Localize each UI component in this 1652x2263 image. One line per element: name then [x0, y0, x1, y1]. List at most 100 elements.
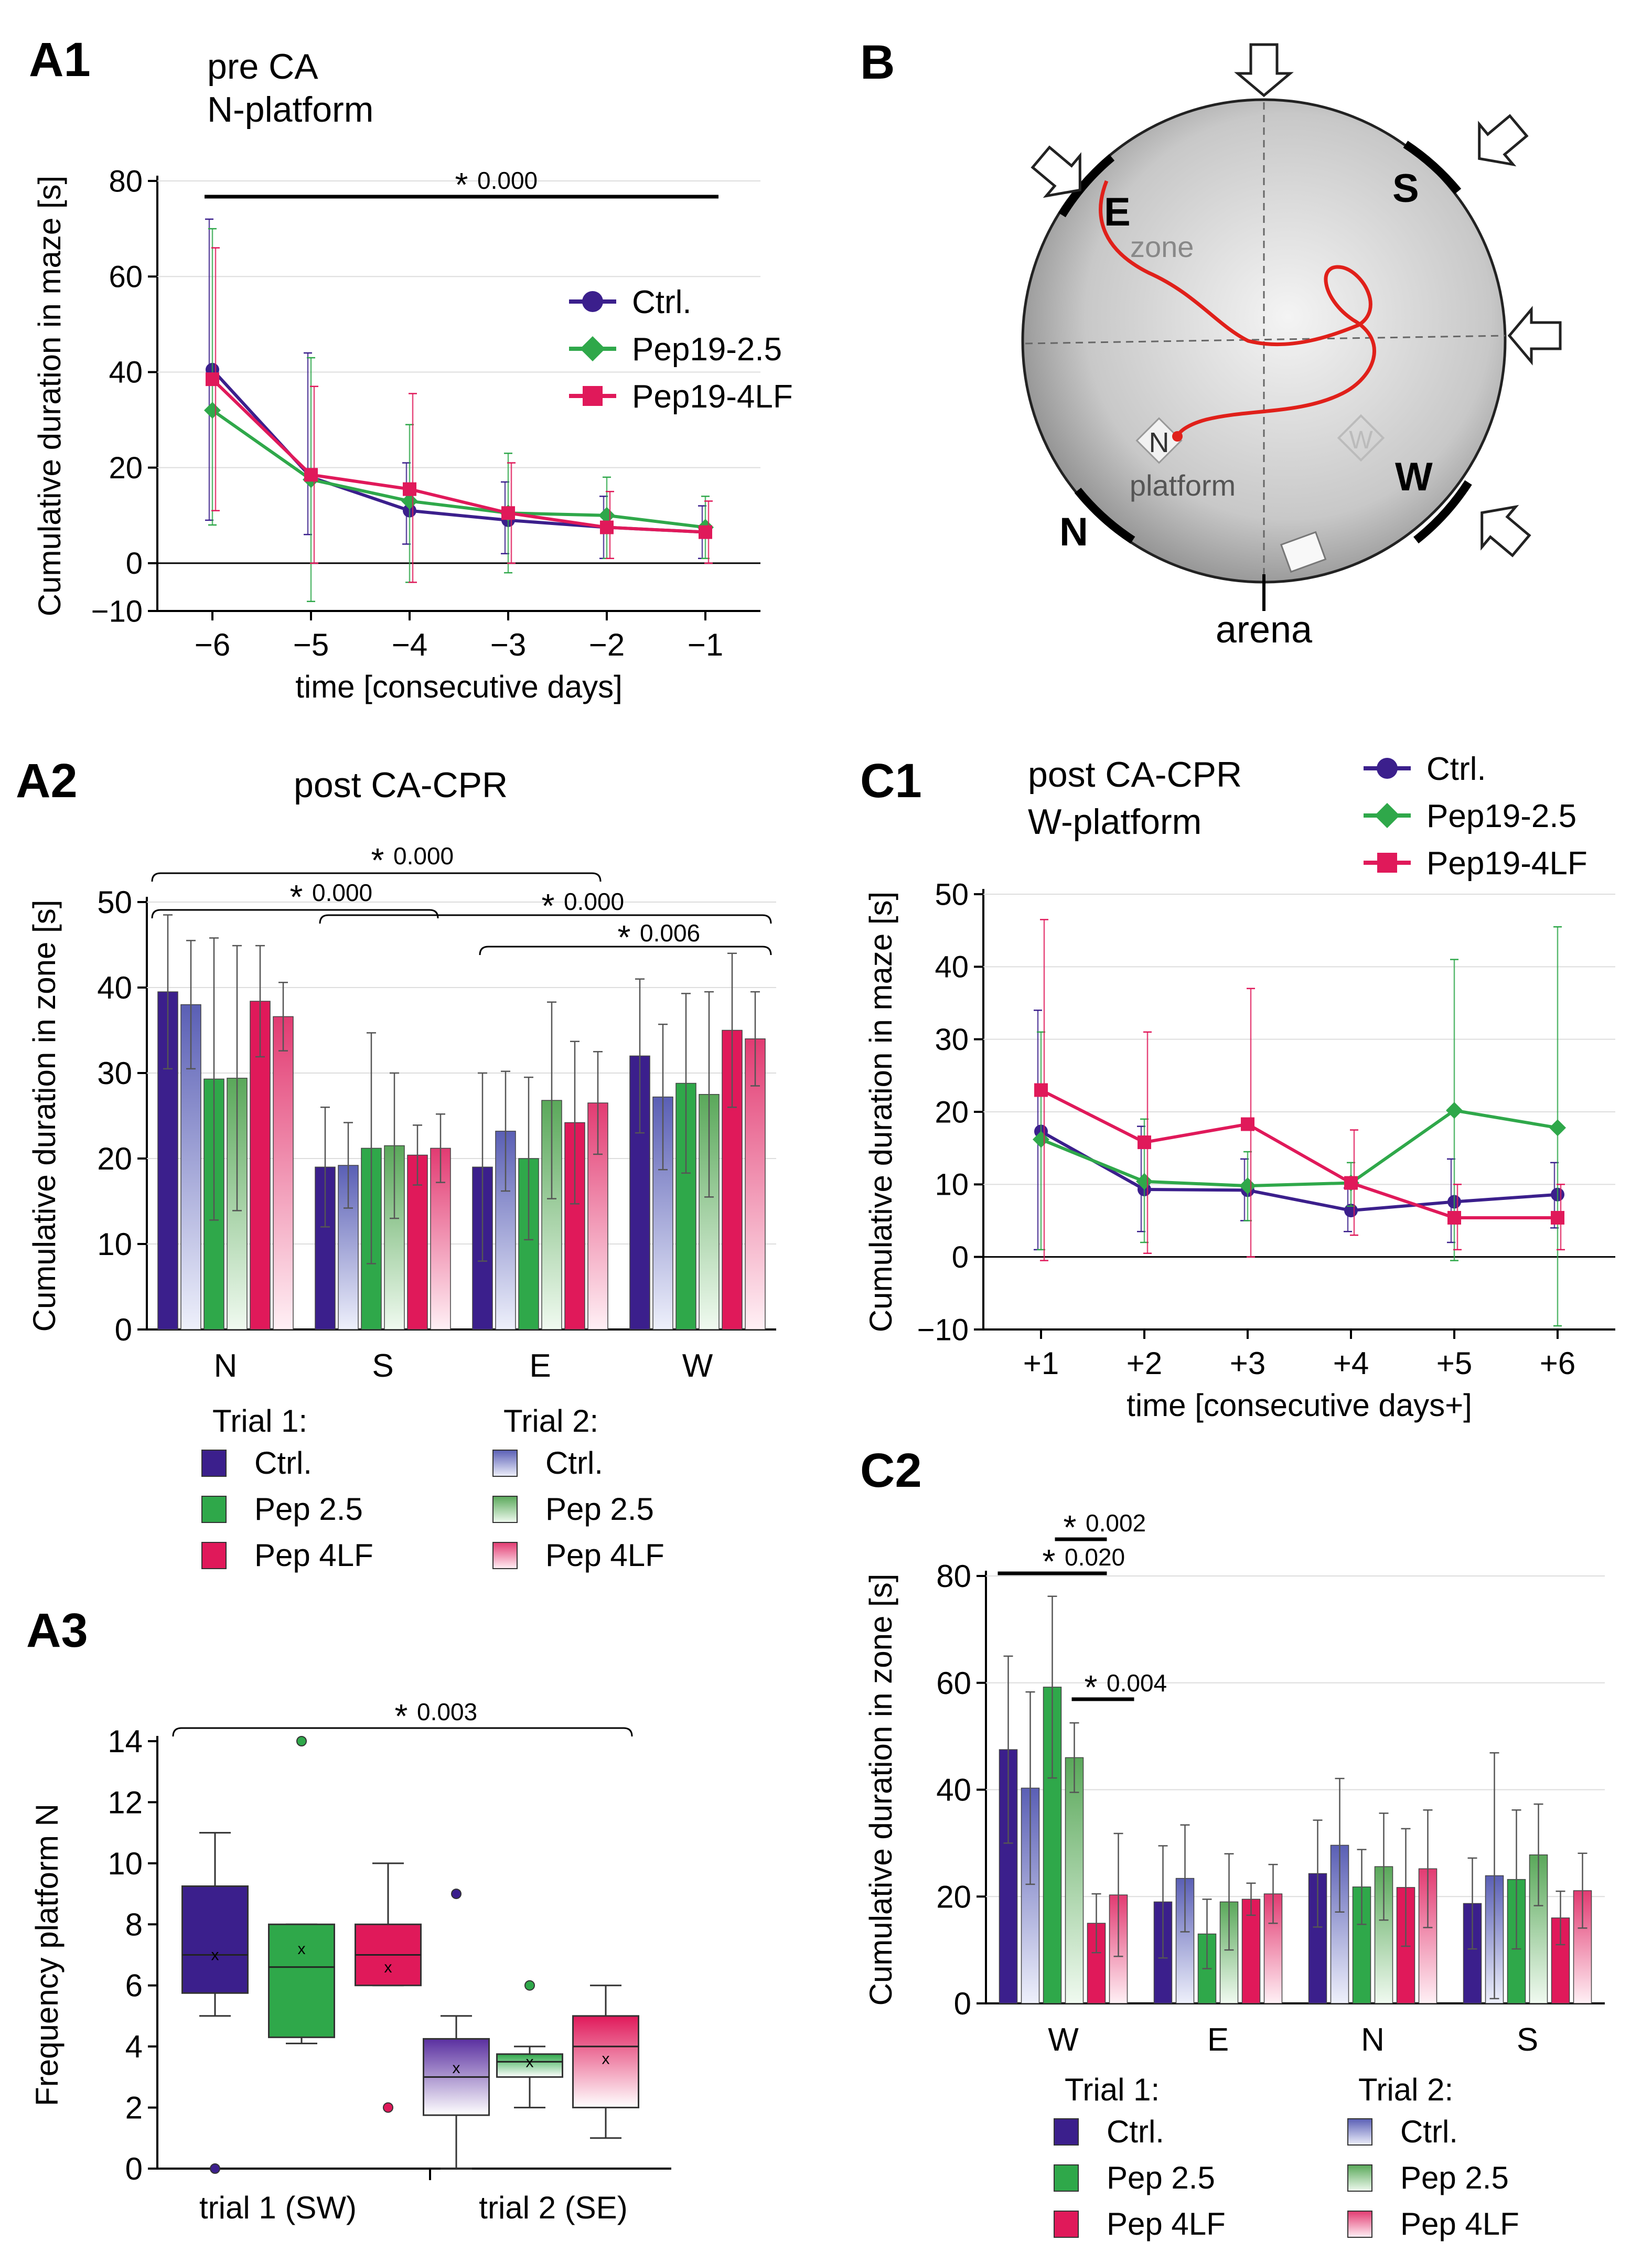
x-tick-label: −1	[688, 627, 723, 662]
outlier-point	[524, 1980, 535, 1991]
legend-label: Pep19-4LF	[1426, 845, 1587, 882]
y-tick-label: 40	[97, 970, 132, 1005]
significance-bracket	[319, 914, 772, 924]
panel-label-a1: A1	[29, 33, 91, 87]
y-tick-label: 80	[936, 1559, 971, 1594]
y-tick-label: 4	[125, 2029, 143, 2064]
significance-star: *	[542, 887, 555, 925]
legend-label: Pep 2.5	[1107, 2160, 1215, 2195]
data-point	[501, 506, 515, 520]
data-point	[1549, 1119, 1566, 1136]
legend-swatch	[1347, 2164, 1372, 2192]
y-tick-label: 20	[935, 1095, 969, 1129]
box	[268, 1923, 335, 2039]
box-mean-marker: x	[453, 2060, 460, 2077]
series-line-2	[211, 378, 706, 534]
x-tick-label: +3	[1230, 1346, 1265, 1381]
y-axis-label: Cumulative duration in maze [s]	[32, 176, 67, 616]
chart-c1: −10 0 10 20 30 40 50 +1 +2 +3 +4 +5 +6 time [consecut…	[863, 751, 1615, 1423]
chart-a3: 0 2 4 6 8 10 12 14 trial 1 (SW) trial 2 (SE) Frequ…	[29, 1697, 671, 2225]
swim-path-end	[1172, 431, 1183, 442]
legend-swatch	[1054, 2164, 1079, 2192]
p-value: 0.004	[1107, 1669, 1167, 1697]
x-tick-label: +4	[1333, 1346, 1369, 1381]
data-point	[598, 507, 615, 524]
y-tick-label: 40	[936, 1773, 971, 1808]
data-point	[206, 372, 219, 387]
zone-label: zone	[1130, 230, 1194, 263]
a2-title: post CA-CPR	[294, 765, 508, 805]
y-tick-label: −10	[91, 594, 143, 628]
data-point	[600, 520, 614, 534]
legend-label: Ctrl.	[1107, 2114, 1164, 2149]
data-point	[1034, 1083, 1048, 1097]
legend-swatch	[1347, 2118, 1372, 2146]
legend-swatch	[492, 1450, 518, 1477]
y-tick-label: 60	[936, 1666, 971, 1701]
significance-bracket	[151, 909, 439, 919]
c1-title-line2: W-platform	[1028, 802, 1202, 842]
legend-header-trial1: Trial 1:	[1065, 2072, 1160, 2107]
y-tick-label: 6	[125, 1968, 143, 2003]
platform-word-label: platform	[1130, 469, 1236, 502]
data-point	[1344, 1176, 1358, 1190]
x-tick-label: −4	[392, 627, 427, 662]
legend-label: Pep 4LF	[1107, 2206, 1226, 2241]
significance-star: *	[618, 918, 631, 956]
legend-label: Pep 2.5	[1400, 2160, 1509, 2195]
y-tick-label: 10	[935, 1168, 969, 1202]
box	[572, 2015, 639, 2109]
y-tick-label: 0	[952, 1240, 969, 1274]
category-label: N	[1361, 2022, 1385, 2058]
outlier-point	[451, 1889, 462, 1900]
legend-swatch	[492, 1542, 518, 1569]
x-tick-label: +6	[1540, 1346, 1575, 1381]
platform-n-label: N	[1149, 427, 1170, 458]
arena-axis-horizontal	[1025, 335, 1506, 345]
direction-s: S	[1392, 166, 1419, 211]
y-tick-label: 50	[97, 885, 132, 920]
significance-star: *	[455, 166, 468, 203]
p-value: 0.000	[393, 842, 454, 870]
data-point	[304, 468, 318, 482]
y-tick-label: 2	[125, 2090, 143, 2126]
y-tick-label: 0	[115, 1312, 132, 1347]
category-label: E	[529, 1348, 551, 1384]
x-tick-label: −5	[293, 627, 329, 662]
significance-star: *	[1085, 1668, 1098, 1706]
y-axis-label: Cumulative duration in maze [s]	[863, 892, 898, 1332]
legend-marker	[1375, 803, 1400, 828]
x-axis-label: time [consecutive days]	[295, 669, 623, 704]
zone-arc-w	[1413, 480, 1472, 544]
direction-n: N	[1059, 510, 1088, 554]
arena-label: arena	[1216, 609, 1313, 651]
y-tick-label: 20	[936, 1879, 971, 1914]
a1-title-line1: pre CA	[207, 47, 318, 87]
y-tick-label: 30	[935, 1023, 969, 1057]
legend-swatch	[1347, 2211, 1372, 2238]
y-tick-label: −10	[917, 1313, 969, 1347]
y-tick-label: 20	[109, 451, 143, 485]
legend-label: Ctrl.	[1426, 751, 1486, 787]
significance-star: *	[1064, 1508, 1077, 1546]
bar	[1352, 1886, 1371, 2004]
chart-a1: −10 0 20 40 60 80 −6 −5 −4 −3 −2 −1 time [consecutiv…	[32, 164, 793, 704]
y-tick-label: 0	[125, 2151, 143, 2186]
p-value: 0.000	[477, 167, 538, 194]
box-mean-marker: x	[384, 1959, 392, 1976]
box-mean-marker: x	[298, 1940, 306, 1958]
swim-path	[1099, 180, 1376, 437]
legend-label: Pep19-4LF	[632, 379, 793, 415]
legend-marker	[582, 291, 603, 312]
zone-arc-e	[1058, 154, 1115, 218]
box	[181, 1885, 249, 1994]
y-tick-label: 80	[109, 164, 143, 198]
y-tick-label: 8	[125, 1907, 143, 1942]
cue-arrow-w	[1481, 505, 1531, 557]
p-value: 0.000	[564, 888, 624, 915]
category-label: W	[1048, 2022, 1079, 2058]
legend-swatch	[492, 1496, 518, 1523]
x-tick-label: +2	[1127, 1346, 1162, 1381]
x-tick-label: −6	[195, 627, 230, 662]
